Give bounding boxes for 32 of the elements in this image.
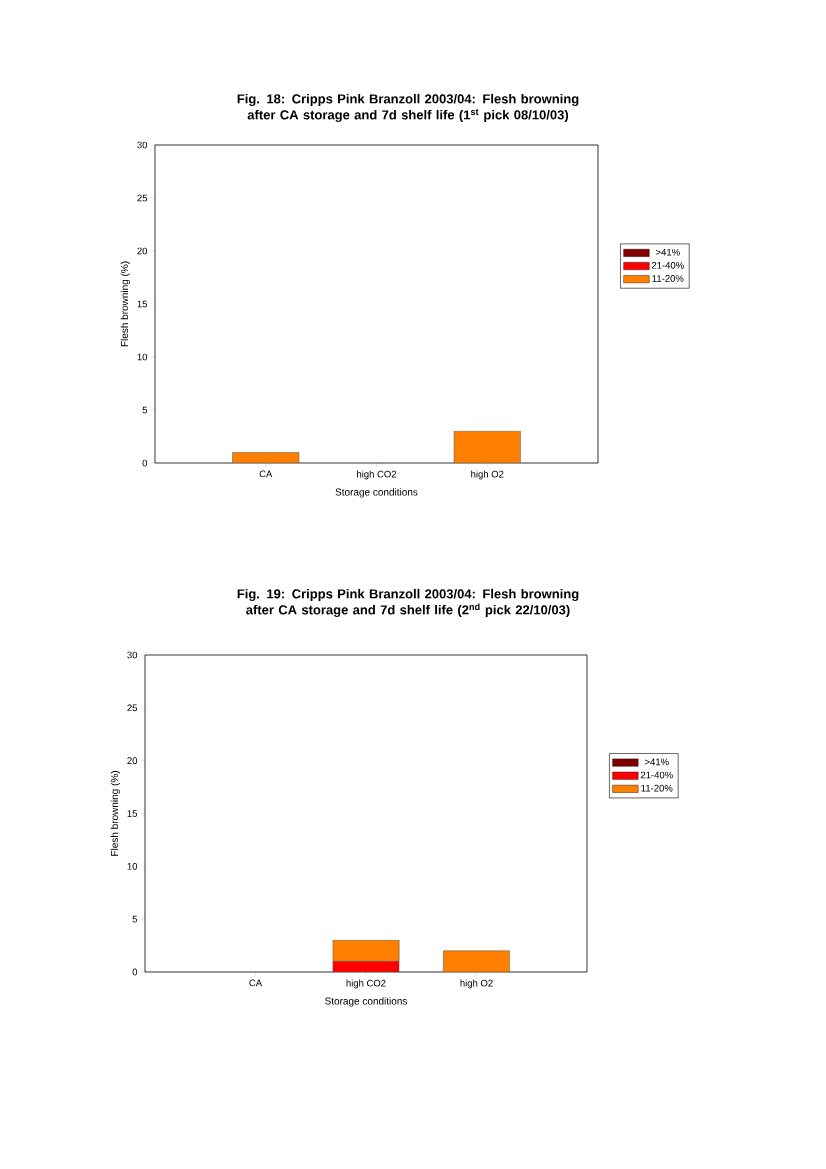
legend-label: 21-40% <box>640 771 673 779</box>
y-axis-title: Flesh browning (%) <box>120 261 131 347</box>
y-tick-label: 20 <box>127 757 138 765</box>
x-tick-label: high O2 <box>460 979 493 989</box>
x-tick-label: high CO2 <box>346 979 386 989</box>
legend-label: 11-20% <box>641 784 673 792</box>
y-tick-label: 15 <box>137 300 148 308</box>
y-tick-label: 10 <box>127 862 138 870</box>
chart-title: Fig. 18: Cripps Pink Branzoll 2003/04: Flesh browning after CA storage and 7d shelf life (1$^{st}$ pick 08/10/03) <box>237 93 579 123</box>
chart-title: Fig. 19: Cripps Pink Branzoll 2003/04: Flesh browning after CA storage and 7d shelf life (2$^{nd}$ pick 22/10/03) <box>237 588 579 618</box>
y-tick-label: 20 <box>137 247 148 255</box>
y-tick-label: 5 <box>142 406 148 414</box>
y-tick-label: 25 <box>127 704 138 712</box>
x-tick-label: high CO2 <box>357 470 397 480</box>
legend-label: >41% <box>656 248 680 256</box>
y-tick-label: 5 <box>132 915 138 923</box>
y-tick-label: 30 <box>137 141 148 149</box>
x-axis-title: Storage conditions <box>335 488 418 498</box>
y-tick-label: 15 <box>127 810 138 817</box>
legend-label: >41% <box>644 758 669 766</box>
y-tick-label: 0 <box>142 459 148 467</box>
y-axis-title: Flesh browning (%) <box>110 771 121 856</box>
legend-label: 21-40% <box>651 261 684 269</box>
x-tick-label: high O2 <box>471 470 504 480</box>
x-axis-title: Storage conditions <box>325 997 408 1007</box>
y-tick-label: 0 <box>132 968 138 976</box>
legend-label: 11-20% <box>652 275 684 282</box>
y-tick-label: 10 <box>137 353 148 361</box>
x-tick-label: CA <box>249 979 263 987</box>
x-tick-label: CA <box>259 470 273 478</box>
y-tick-label: 25 <box>137 194 148 202</box>
y-tick-label: 30 <box>127 651 138 659</box>
